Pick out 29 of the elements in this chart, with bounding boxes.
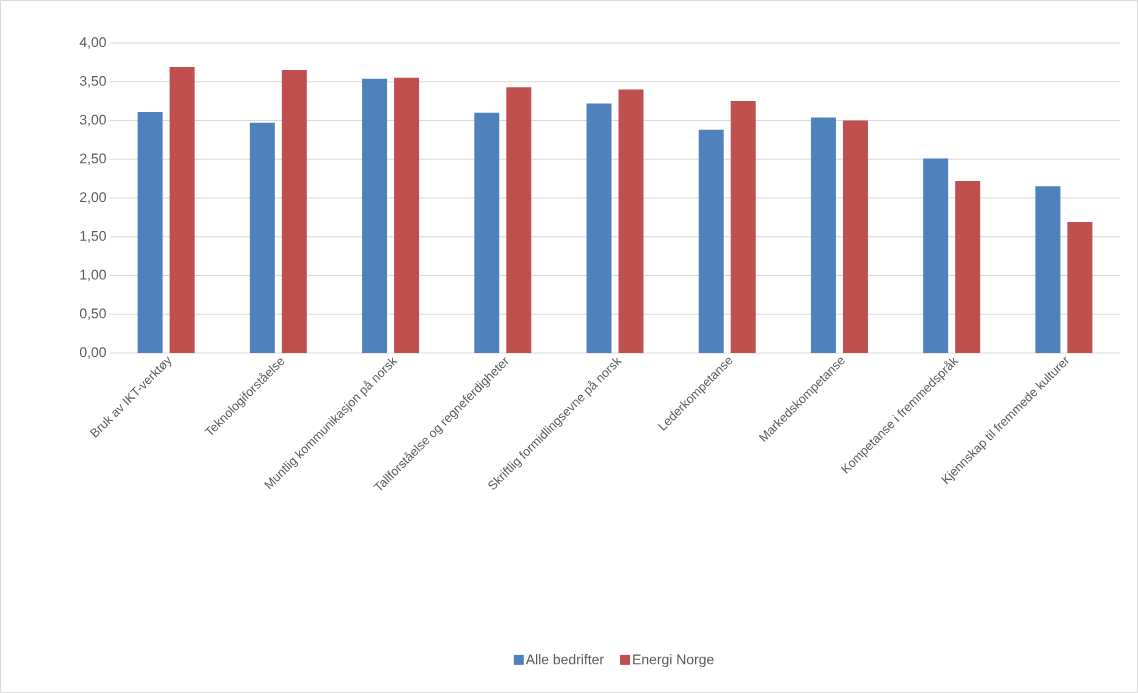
bar <box>1035 186 1061 353</box>
legend-label: Energi Norge <box>633 654 714 668</box>
y-tick-label: 0,00 <box>79 347 106 359</box>
bar <box>474 112 500 353</box>
bar <box>923 158 949 353</box>
bar <box>586 103 612 353</box>
bar <box>362 78 388 353</box>
bar <box>955 180 981 353</box>
y-tick-label: 0,50 <box>79 308 106 320</box>
bar <box>618 89 644 353</box>
y-tick-label: 1,00 <box>80 269 106 282</box>
y-tick-label: 3,00 <box>79 114 106 127</box>
y-tick-label: 2,50 <box>80 153 106 165</box>
bar <box>698 129 724 353</box>
bar <box>169 67 195 353</box>
bar <box>281 70 307 353</box>
bar <box>730 101 756 353</box>
bar <box>506 87 532 353</box>
bar <box>249 122 275 353</box>
bar <box>1067 222 1093 353</box>
y-tick-label: 4,00 <box>79 37 106 49</box>
bar <box>137 111 163 353</box>
bar <box>842 120 868 353</box>
y-tick-label: 1,50 <box>80 230 106 243</box>
y-tick-label: 3,50 <box>79 75 106 88</box>
legend-label: Alle bedrifter <box>525 654 604 665</box>
bar <box>810 117 836 353</box>
bar <box>394 77 420 353</box>
y-tick-label: 2,00 <box>80 192 106 204</box>
